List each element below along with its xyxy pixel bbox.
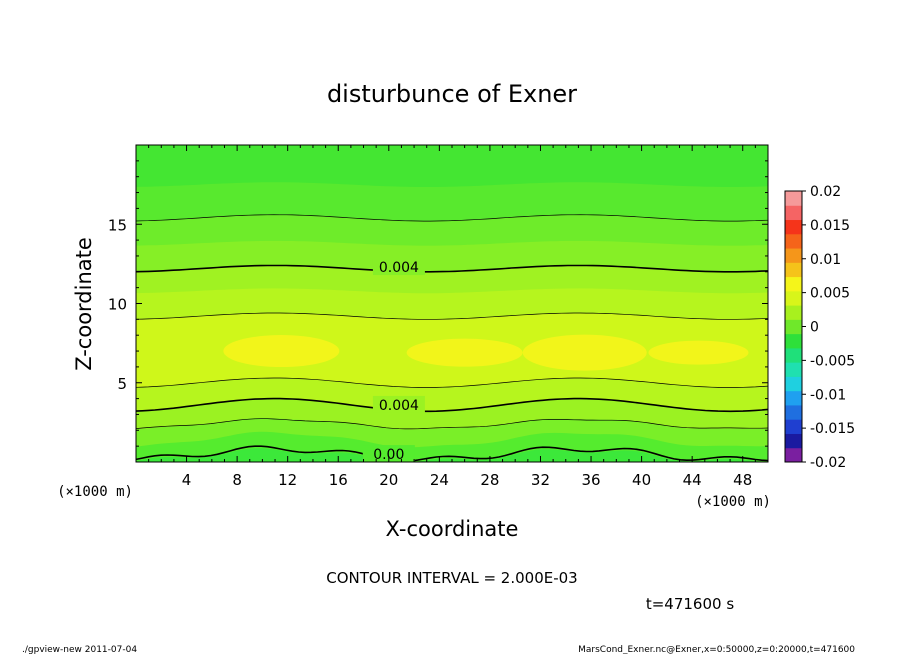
contour-label-bg (372, 395, 425, 413)
colorbar-swatch (785, 333, 802, 349)
contour-line (136, 445, 768, 462)
y-tick-label: 15 (108, 216, 127, 234)
colorbar-tick-label: -0.015 (810, 421, 855, 437)
contour-label: 0.004 (379, 260, 419, 276)
contour-label-bg (362, 445, 415, 462)
x-tick-label: 8 (232, 471, 242, 489)
colorbar-swatch (785, 419, 802, 434)
x-tick-label: 36 (581, 471, 600, 489)
x-tick-label: 44 (683, 471, 702, 489)
colorbar-swatch (785, 319, 802, 335)
colorbar-swatch (785, 433, 802, 449)
contour-line (136, 312, 768, 320)
x-tick-label: 32 (531, 471, 550, 489)
contour-label-bg (372, 258, 425, 276)
maximum-blob (648, 340, 749, 365)
colorbar: 0.02 0.015 0.01 0.005 0 -0.005 -0.01 -0.015 -0.0… (784, 184, 855, 471)
x-unit-left: (×1000 m) (57, 484, 133, 500)
contour-field: 0.004 0.004 0.00 (136, 145, 768, 463)
colorbar-tick-label: 0.015 (810, 218, 850, 234)
y-axis: 5 10 15 (108, 160, 768, 447)
colorbar-swatch (785, 262, 802, 278)
x-tick-label: 12 (278, 471, 297, 489)
x-tick-label: 16 (329, 471, 348, 489)
contour-label: 0.004 (379, 398, 419, 414)
y-axis-label: Z-coordinate (72, 237, 96, 371)
footer-left: ./gpview-new 2011-07-04 (22, 645, 137, 654)
colorbar-tick-label: -0.01 (810, 387, 846, 403)
colorbar-swatch (785, 219, 802, 235)
x-tick-label: 4 (182, 471, 192, 489)
x-tick-label: 20 (379, 471, 398, 489)
time-label: t=471600 s (646, 595, 734, 613)
footer-right: MarsCond_Exner.nc@Exner,x=0:50000,z=0:20… (578, 645, 855, 654)
x-tick-label: 48 (733, 471, 752, 489)
contour-interval-label: CONTOUR INTERVAL = 2.000E-03 (326, 569, 577, 587)
colorbar-swatch (785, 233, 802, 249)
x-axis: 4 8 12 16 20 24 28 32 36 40 44 48 (148, 145, 756, 489)
contour-line (136, 418, 768, 430)
x-tick-label: 28 (480, 471, 499, 489)
colorbar-swatch (785, 447, 802, 463)
colorbar-tick-label: 0.01 (810, 252, 841, 268)
colorbar-tick-label: 0.02 (810, 184, 841, 200)
contour-line (136, 214, 768, 222)
contour-label: 0.00 (373, 447, 404, 463)
contour-line (136, 377, 768, 388)
colorbar-tick-label: -0.005 (810, 353, 855, 369)
colorbar-swatch (785, 191, 802, 206)
colorbar-swatch (785, 390, 802, 406)
y-tick-label: 10 (108, 296, 127, 314)
colorbar-swatch (785, 305, 802, 320)
contour-line (136, 397, 768, 413)
maximum-blob (406, 338, 523, 367)
chart-title: disturbunce of Exner (327, 80, 577, 108)
colorbar-swatch (785, 362, 802, 377)
colorbar-swatch (785, 347, 802, 363)
maximum-blob (522, 334, 647, 371)
y-tick-label: 5 (117, 375, 127, 393)
colorbar-swatch (785, 290, 802, 306)
contour-line (136, 264, 768, 273)
colorbar-swatch (785, 248, 802, 263)
x-tick-label: 24 (430, 471, 449, 489)
colorbar-swatch (785, 376, 802, 392)
x-axis-label: X-coordinate (386, 517, 519, 541)
colorbar-swatch (785, 205, 802, 221)
colorbar-tick-label: -0.02 (810, 455, 846, 471)
x-tick-label: 40 (632, 471, 651, 489)
colorbar-tick-label: 0.005 (810, 286, 850, 302)
colorbar-tick-label: 0 (810, 320, 819, 336)
colorbar-swatch (785, 404, 802, 420)
maximum-blob (223, 335, 340, 368)
colorbar-swatch (785, 276, 802, 292)
x-unit-right: (×1000 m) (695, 494, 771, 510)
band-11 (136, 145, 768, 187)
